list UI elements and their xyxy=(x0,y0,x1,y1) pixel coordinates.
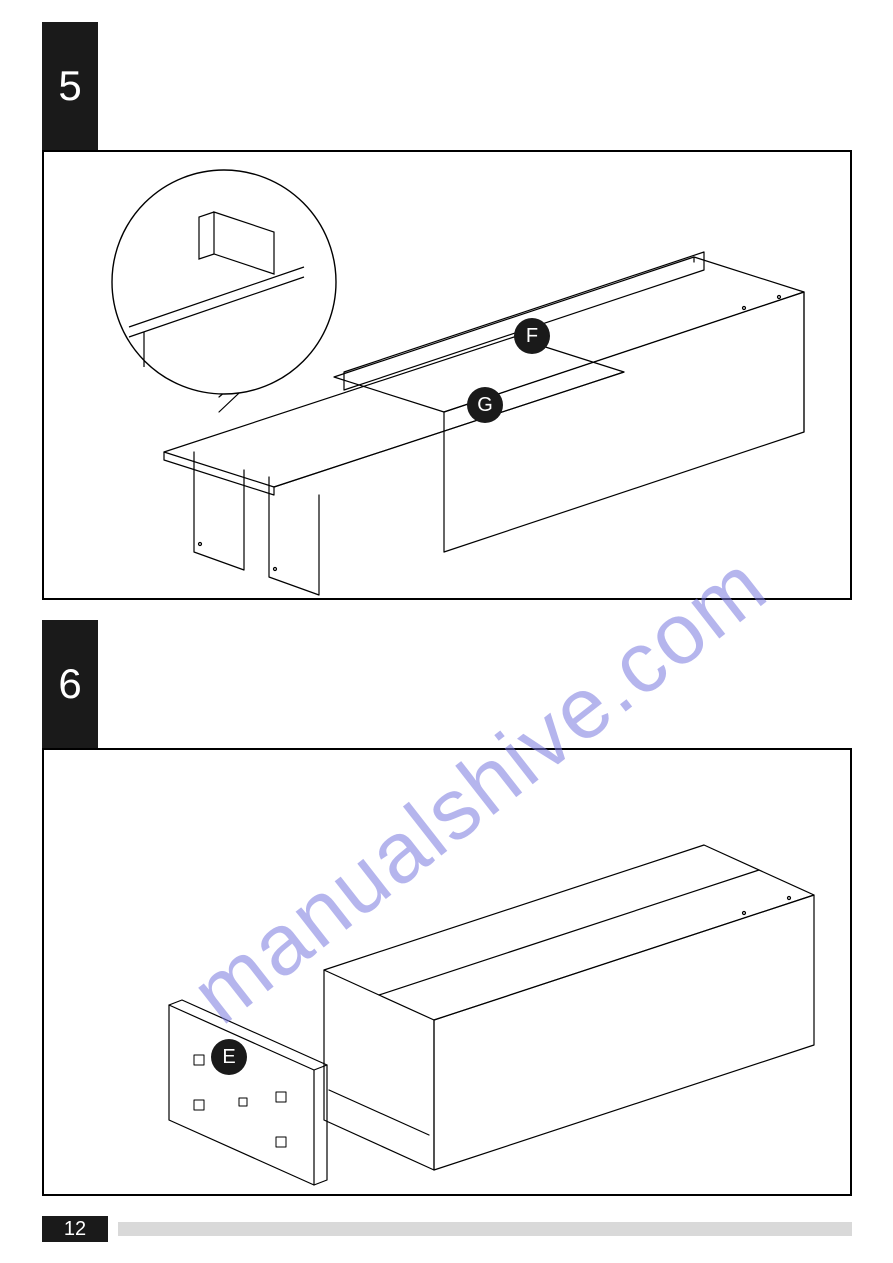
step-number-5: 5 xyxy=(58,62,81,110)
step5-diagram xyxy=(44,152,854,602)
callout-f: F xyxy=(514,318,550,354)
callout-e-label: E xyxy=(222,1046,235,1069)
step-panel-5 xyxy=(42,150,852,600)
footer-bar xyxy=(118,1222,852,1236)
step-number-6: 6 xyxy=(58,660,81,708)
callout-g-label: G xyxy=(477,394,493,417)
page-root: 5 xyxy=(0,0,893,1263)
callout-g: G xyxy=(467,387,503,423)
step-panel-6 xyxy=(42,748,852,1196)
footer-page-number-box: 12 xyxy=(42,1216,108,1242)
step-tab-5: 5 xyxy=(42,22,98,150)
step6-diagram xyxy=(44,750,854,1198)
callout-e: E xyxy=(211,1039,247,1075)
callout-f-label: F xyxy=(526,325,538,348)
footer-page-number: 12 xyxy=(64,1218,86,1241)
step-tab-6: 6 xyxy=(42,620,98,748)
